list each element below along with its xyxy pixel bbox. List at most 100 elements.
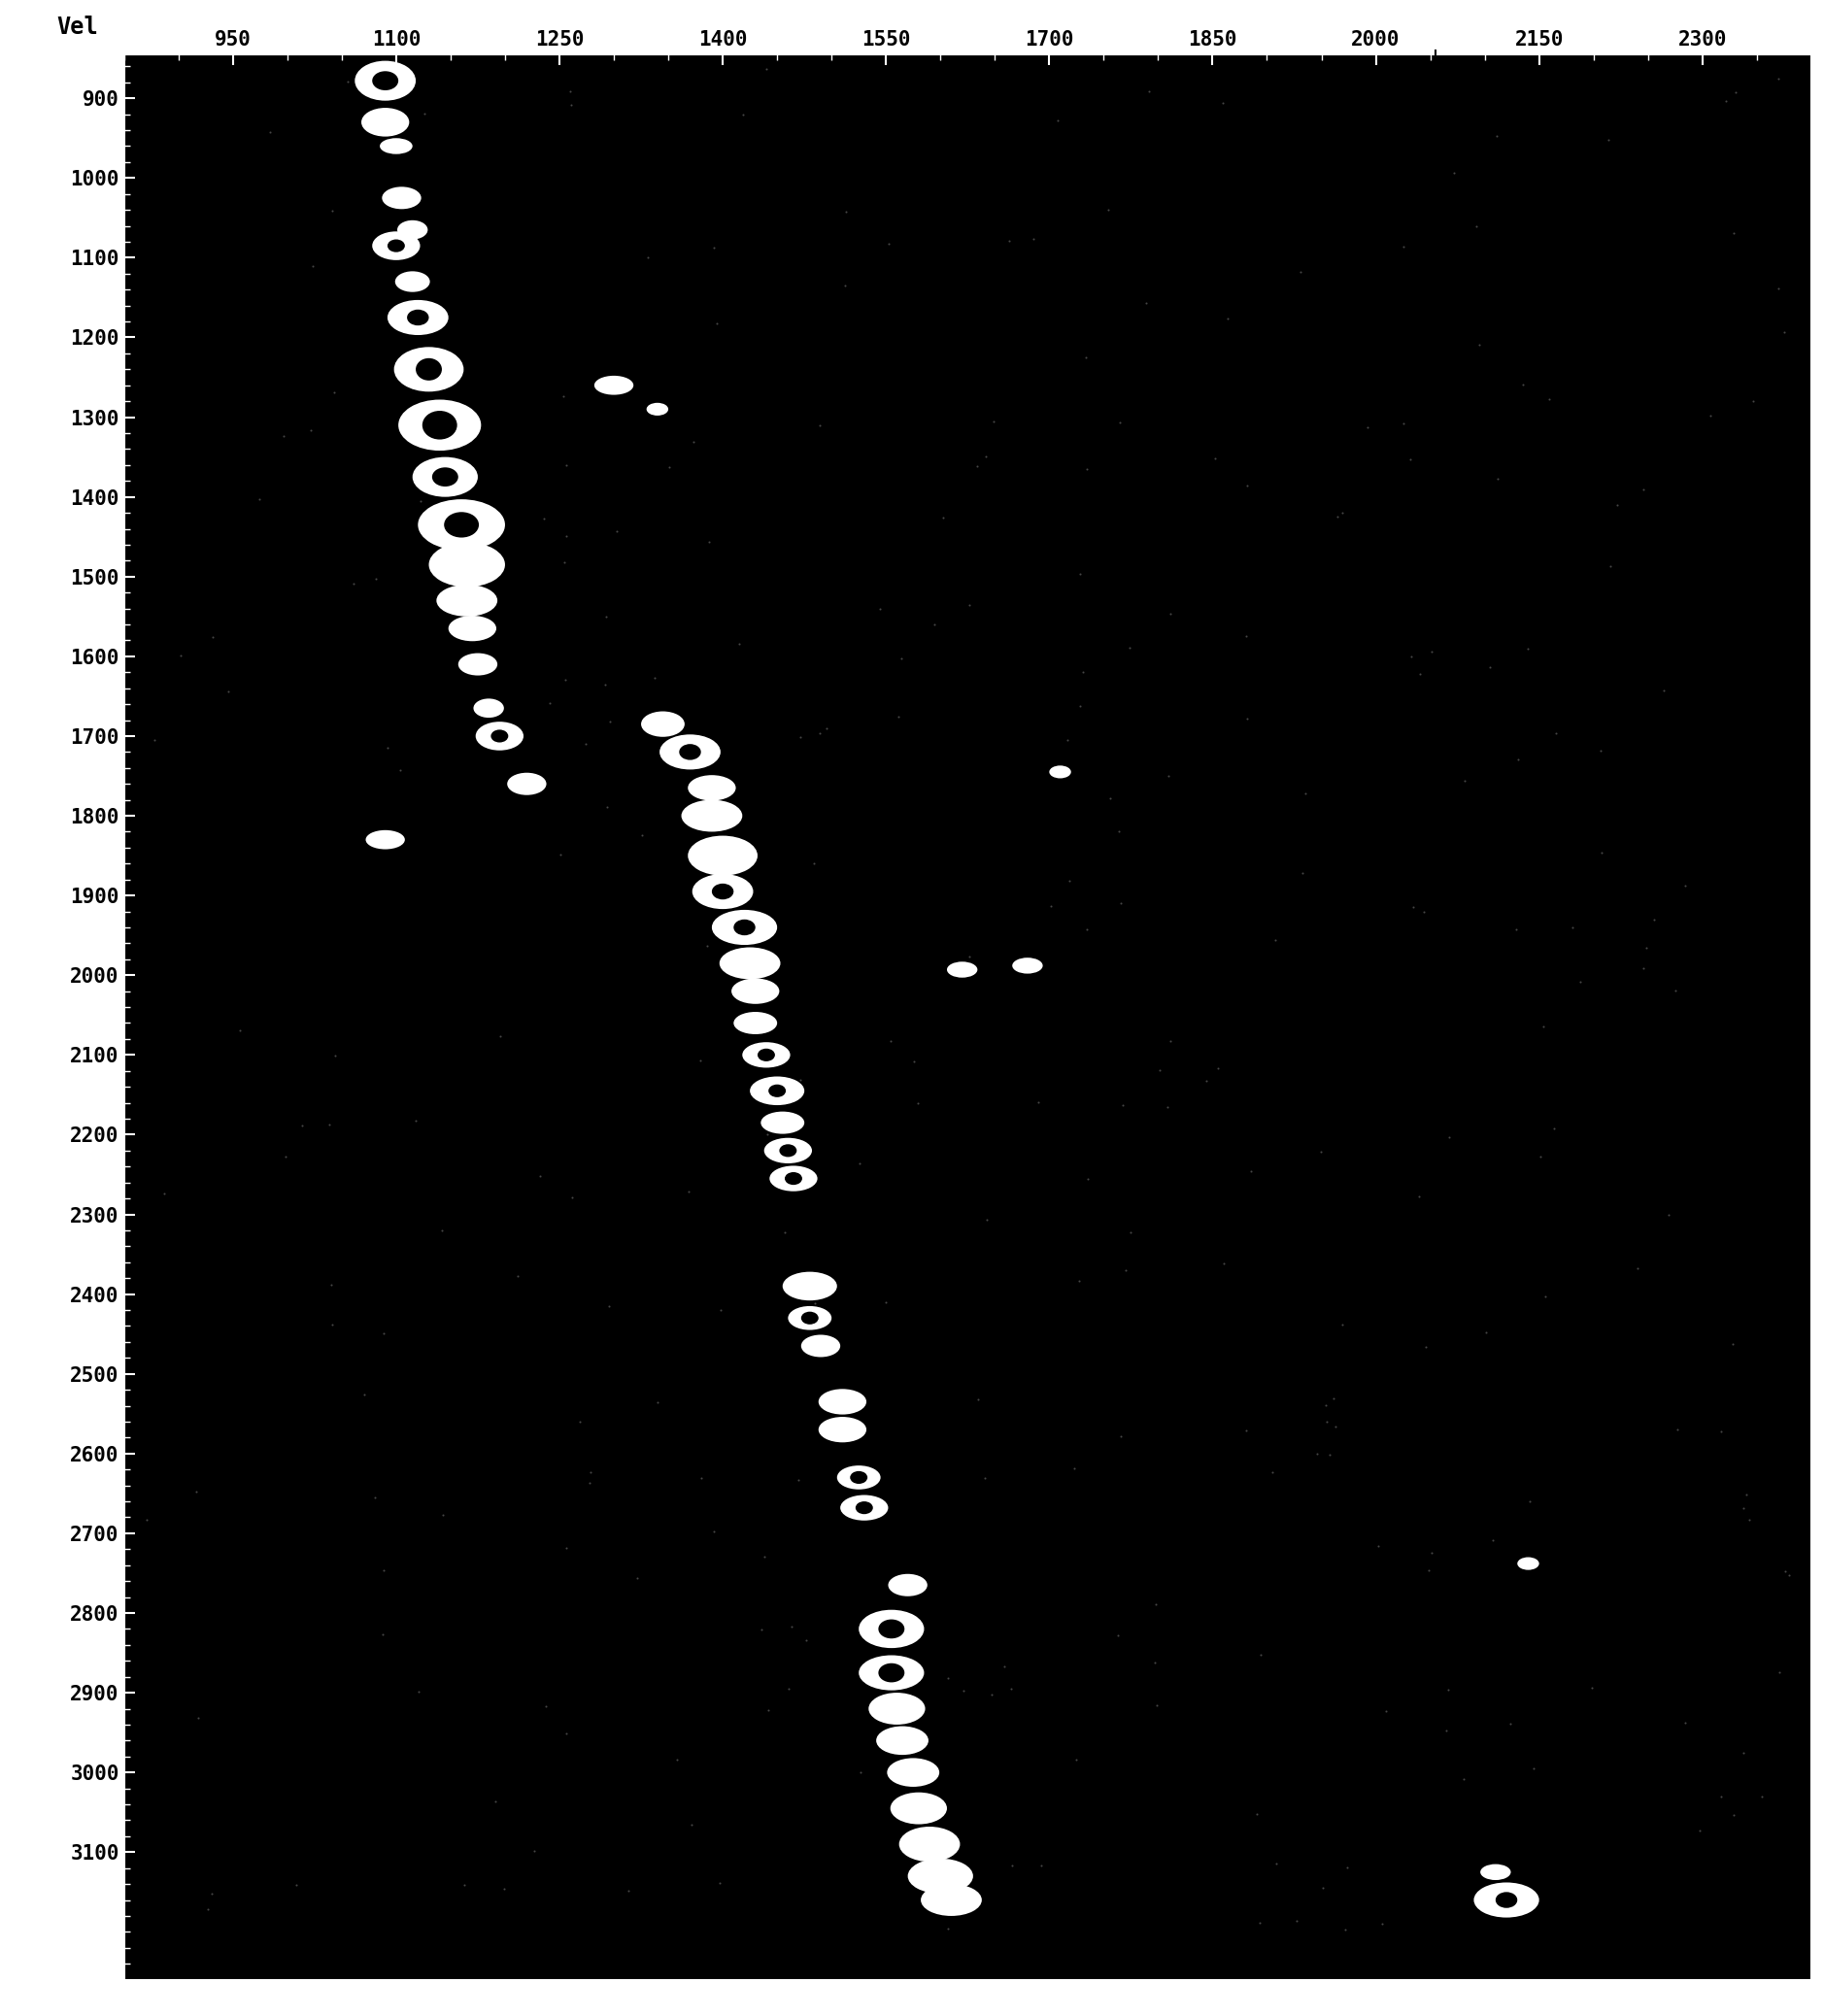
- Point: [1259, 1456, 1288, 1488]
- Point: [571, 728, 600, 760]
- Point: [1311, 1405, 1341, 1437]
- Point: [832, 196, 861, 228]
- Point: [1439, 157, 1468, 190]
- Ellipse shape: [407, 310, 429, 325]
- Point: [1623, 1252, 1653, 1284]
- Point: [1603, 488, 1632, 520]
- Ellipse shape: [398, 399, 482, 452]
- Point: [751, 52, 781, 85]
- Point: [1432, 1716, 1461, 1748]
- Point: [1104, 814, 1133, 847]
- Point: [332, 65, 361, 97]
- Point: [1073, 913, 1102, 946]
- Point: [1404, 1181, 1434, 1214]
- Point: [321, 1038, 350, 1070]
- Ellipse shape: [841, 1496, 888, 1520]
- Point: [1311, 1389, 1341, 1421]
- Point: [1302, 1437, 1332, 1470]
- Ellipse shape: [443, 512, 480, 538]
- Point: [551, 663, 580, 696]
- Point: [972, 1204, 1001, 1236]
- Ellipse shape: [770, 1165, 817, 1191]
- Point: [1461, 210, 1490, 242]
- Point: [1105, 407, 1135, 439]
- Point: [485, 1020, 514, 1052]
- Point: [1503, 744, 1532, 776]
- Ellipse shape: [855, 1502, 874, 1514]
- Point: [1707, 1415, 1736, 1447]
- Point: [876, 1024, 905, 1056]
- Point: [1330, 1913, 1359, 1945]
- Ellipse shape: [507, 772, 547, 794]
- Point: [558, 1181, 587, 1214]
- Point: [317, 1308, 347, 1341]
- Point: [1104, 1619, 1133, 1651]
- Point: [1587, 837, 1616, 869]
- Point: [686, 1044, 715, 1077]
- Point: [662, 1744, 691, 1776]
- Point: [1135, 75, 1164, 107]
- Point: [596, 706, 626, 738]
- Point: [1142, 1589, 1171, 1621]
- Point: [963, 450, 992, 482]
- Point: [1671, 869, 1700, 901]
- Point: [1649, 673, 1678, 706]
- Ellipse shape: [768, 1085, 786, 1097]
- Point: [1738, 385, 1767, 417]
- Point: [1372, 1695, 1401, 1728]
- Point: [693, 526, 722, 558]
- Point: [1062, 1744, 1091, 1776]
- Ellipse shape: [1496, 1893, 1518, 1907]
- Point: [551, 1532, 580, 1564]
- Point: [1231, 1413, 1260, 1445]
- Point: [489, 1873, 518, 1905]
- Point: [1111, 1254, 1140, 1286]
- Ellipse shape: [372, 71, 398, 91]
- Ellipse shape: [381, 187, 421, 210]
- Point: [1496, 1708, 1525, 1740]
- Point: [1200, 442, 1229, 474]
- Ellipse shape: [1012, 958, 1043, 974]
- Ellipse shape: [921, 1885, 981, 1915]
- Ellipse shape: [387, 300, 449, 335]
- Ellipse shape: [733, 919, 755, 935]
- Point: [255, 115, 285, 147]
- Point: [1388, 230, 1417, 262]
- Point: [899, 1044, 928, 1077]
- Ellipse shape: [719, 948, 781, 980]
- Ellipse shape: [801, 1312, 819, 1325]
- Point: [1629, 952, 1658, 984]
- Point: [1282, 1905, 1311, 1937]
- Ellipse shape: [733, 1012, 777, 1034]
- Point: [806, 718, 835, 750]
- Point: [556, 89, 586, 121]
- Ellipse shape: [429, 542, 505, 587]
- Point: [1764, 272, 1793, 304]
- Point: [702, 308, 731, 341]
- Point: [1410, 895, 1439, 927]
- Ellipse shape: [416, 359, 441, 381]
- Point: [1434, 1121, 1463, 1153]
- Point: [770, 1216, 799, 1248]
- Ellipse shape: [779, 1145, 797, 1157]
- Ellipse shape: [742, 1042, 790, 1068]
- Ellipse shape: [365, 831, 405, 849]
- Point: [1397, 639, 1426, 671]
- Point: [1116, 1216, 1145, 1248]
- Text: Vel: Vel: [57, 16, 98, 38]
- Point: [979, 405, 1009, 437]
- Point: [405, 1675, 434, 1708]
- Point: [429, 1214, 458, 1246]
- Point: [990, 1651, 1020, 1683]
- Point: [1291, 776, 1321, 808]
- Point: [870, 1286, 899, 1318]
- Point: [1204, 1052, 1233, 1085]
- Point: [845, 1147, 874, 1179]
- Point: [1501, 913, 1530, 946]
- Point: [948, 1675, 978, 1708]
- Ellipse shape: [908, 1859, 972, 1893]
- Point: [434, 343, 463, 375]
- Point: [1596, 550, 1625, 583]
- Point: [536, 687, 565, 720]
- Point: [339, 566, 368, 599]
